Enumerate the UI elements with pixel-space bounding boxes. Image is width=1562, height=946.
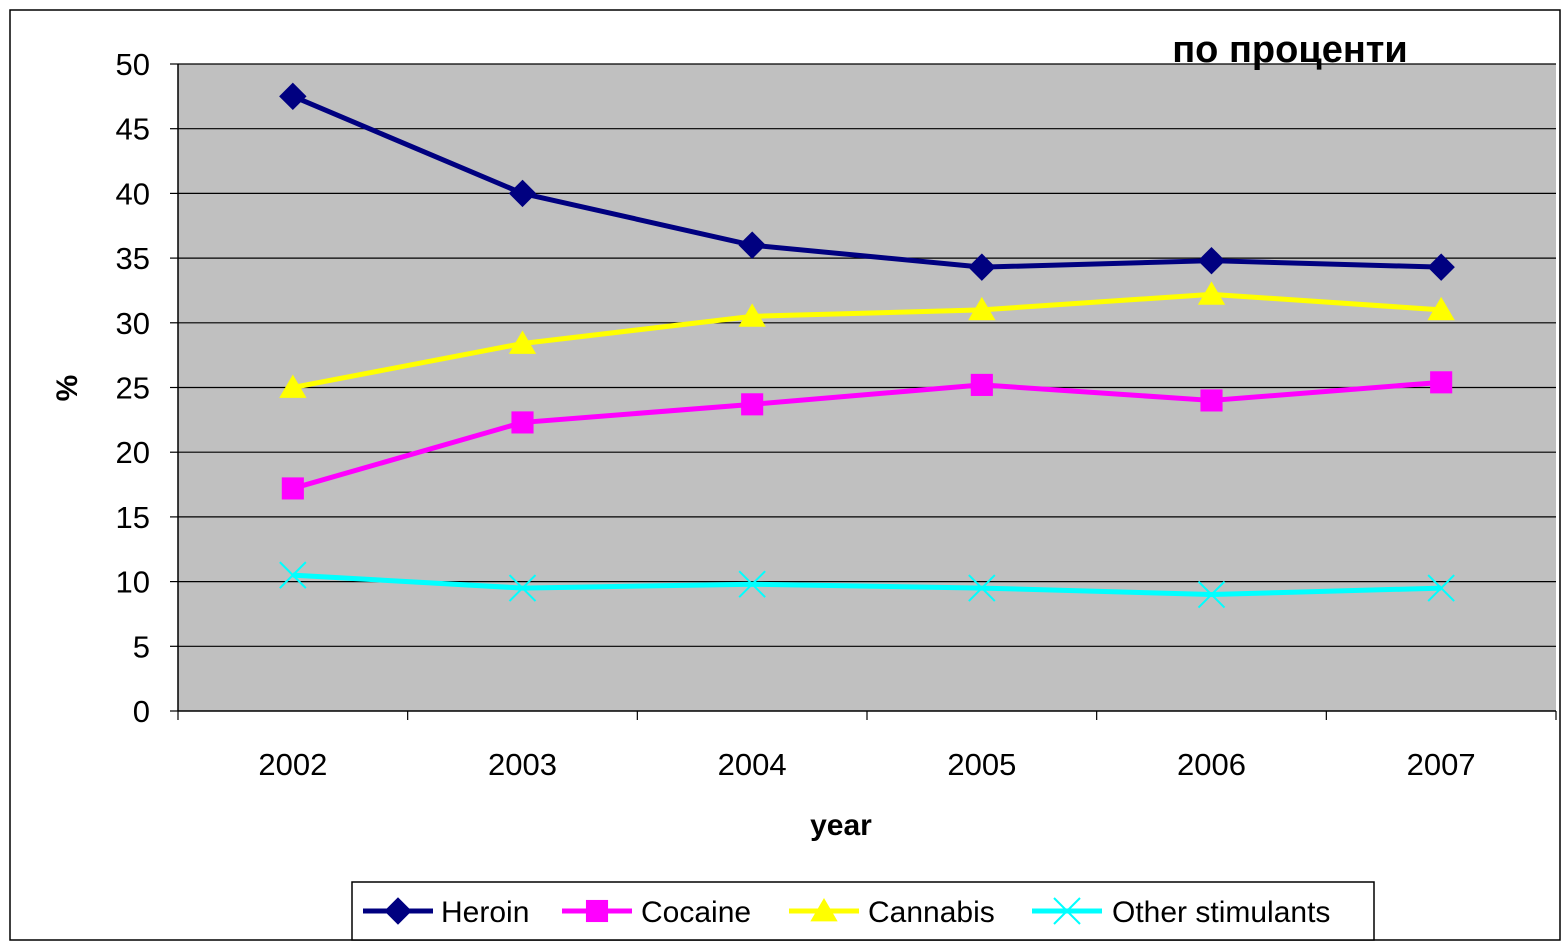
data-point-other-stimulants xyxy=(508,574,537,602)
series-heroin xyxy=(279,82,1455,281)
legend-label: Cannabis xyxy=(868,896,995,929)
legend-item-cocaine: Cocaine xyxy=(562,896,751,929)
y-tick-label: 15 xyxy=(116,500,150,535)
y-tick-label: 0 xyxy=(133,694,150,729)
y-tick-label: 10 xyxy=(116,565,150,600)
data-point-other-stimulants xyxy=(968,574,996,602)
x-tick-label: 2004 xyxy=(718,747,787,782)
data-point-cannabis xyxy=(738,303,766,327)
data-point-heroin xyxy=(1427,253,1455,281)
y-tick-label: 30 xyxy=(116,306,150,341)
chart-title: по проценти xyxy=(1172,29,1408,71)
y-tick-label: 50 xyxy=(116,47,150,82)
y-tick-label: 20 xyxy=(116,435,150,470)
legend-label: Heroin xyxy=(441,896,529,929)
x-tick-label: 2002 xyxy=(258,747,327,782)
x-axis-ticks: 2002 2003 2004 2005 2006 2007 xyxy=(177,711,1557,782)
series-line-heroin xyxy=(291,94,1442,270)
series-cocaine xyxy=(281,371,1453,500)
y-tick-label: 5 xyxy=(133,629,150,664)
legend-item-cannabis: Cannabis xyxy=(789,896,995,929)
legend-marker xyxy=(384,897,412,925)
y-tick-label: 35 xyxy=(116,241,150,276)
legend-label: Other stimulants xyxy=(1112,896,1330,929)
data-point-cannabis xyxy=(508,330,537,354)
data-point-other-stimulants xyxy=(1197,580,1226,609)
data-point-cannabis xyxy=(1427,296,1455,321)
y-tick-label: 25 xyxy=(116,371,150,406)
data-point-cocaine xyxy=(741,393,764,416)
legend-marker xyxy=(1053,897,1081,925)
data-point-other-stimulants xyxy=(1427,574,1455,602)
data-point-other-stimulants xyxy=(279,561,307,589)
data-point-cannabis xyxy=(1197,281,1226,305)
data-point-cocaine xyxy=(970,373,993,396)
data-point-cocaine xyxy=(511,411,534,434)
series-other-stimulants xyxy=(279,561,1455,609)
y-axis-ticks: 0 5 10 15 20 25 30 35 40 45 50 xyxy=(116,47,178,729)
legend-marker xyxy=(585,899,609,923)
data-point-cocaine xyxy=(1430,371,1453,394)
data-point-cocaine xyxy=(1200,389,1223,412)
legend-marker xyxy=(810,898,838,922)
y-tick-label: 40 xyxy=(116,176,150,211)
series-cannabis xyxy=(279,281,1455,398)
x-axis-title: year xyxy=(810,809,872,842)
x-tick-label: 2007 xyxy=(1407,747,1476,782)
legend: Heroin Cocaine Cannabis Other stimulants xyxy=(351,881,1375,941)
data-point-cocaine xyxy=(281,477,304,500)
data-point-heroin xyxy=(738,231,766,259)
data-point-heroin xyxy=(279,82,307,111)
legend-box xyxy=(351,881,1375,941)
y-tick-label: 45 xyxy=(116,112,150,147)
y-axis-title: % xyxy=(51,375,84,402)
data-point-heroin xyxy=(508,179,537,208)
legend-label: Cocaine xyxy=(641,896,751,929)
data-point-heroin xyxy=(968,253,996,281)
series-line-cannabis xyxy=(292,291,1442,390)
data-point-heroin xyxy=(1197,246,1226,275)
x-tick-label: 2005 xyxy=(947,747,1016,782)
data-point-cannabis xyxy=(968,296,996,321)
data-point-other-stimulants xyxy=(738,570,766,598)
x-tick-label: 2003 xyxy=(488,747,557,782)
legend-item-other-stimulants: Other stimulants xyxy=(1032,896,1330,929)
series-line-other-stimulants xyxy=(292,572,1442,598)
series-line-cocaine xyxy=(292,379,1442,491)
series-group xyxy=(279,82,1455,609)
x-tick-label: 2006 xyxy=(1177,747,1246,782)
data-point-cannabis xyxy=(279,374,307,398)
legend-item-heroin: Heroin xyxy=(363,896,529,929)
